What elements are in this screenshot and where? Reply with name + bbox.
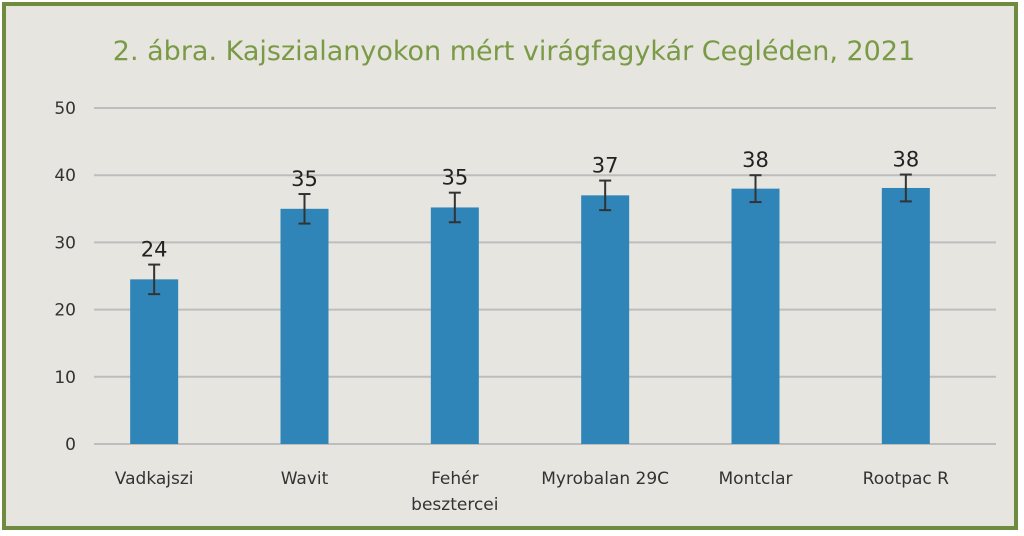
bar xyxy=(581,195,630,444)
bar xyxy=(881,187,930,444)
data-label: 38 xyxy=(892,148,919,172)
bar-chart: 0 10 20 30 40 50 24 Vadkajszi 35 Wavit 35 Fehér besz… xyxy=(54,99,996,515)
bar xyxy=(280,208,329,444)
y-tick-label: 50 xyxy=(54,99,76,119)
y-tick-label: 0 xyxy=(65,435,76,455)
chart-frame: 2. ábra. Kajszialanyokon mért virágfagyk… xyxy=(2,2,1018,530)
x-category-label: Wavit xyxy=(281,469,329,489)
chart-title: 2. ábra. Kajszialanyokon mért virágfagyk… xyxy=(112,36,916,67)
data-label: 24 xyxy=(141,238,168,262)
x-category-label: Myrobalan 29C xyxy=(541,469,669,489)
data-label: 37 xyxy=(592,154,619,178)
data-label: 35 xyxy=(291,167,318,191)
data-label: 38 xyxy=(742,148,769,172)
bar xyxy=(130,279,179,444)
x-category-label: Montclar xyxy=(719,469,793,489)
y-tick-label: 30 xyxy=(54,233,76,253)
data-label: 35 xyxy=(441,166,468,190)
x-category-label: Fehér xyxy=(431,469,479,489)
x-category-label: Rootpac R xyxy=(863,469,949,489)
y-tick-label: 10 xyxy=(54,368,76,388)
bar xyxy=(731,188,780,444)
x-category-label: besztercei xyxy=(411,495,498,515)
y-tick-label: 20 xyxy=(54,301,76,321)
bar xyxy=(430,207,479,444)
y-tick-label: 40 xyxy=(54,166,76,186)
x-category-label: Vadkajszi xyxy=(115,469,194,489)
